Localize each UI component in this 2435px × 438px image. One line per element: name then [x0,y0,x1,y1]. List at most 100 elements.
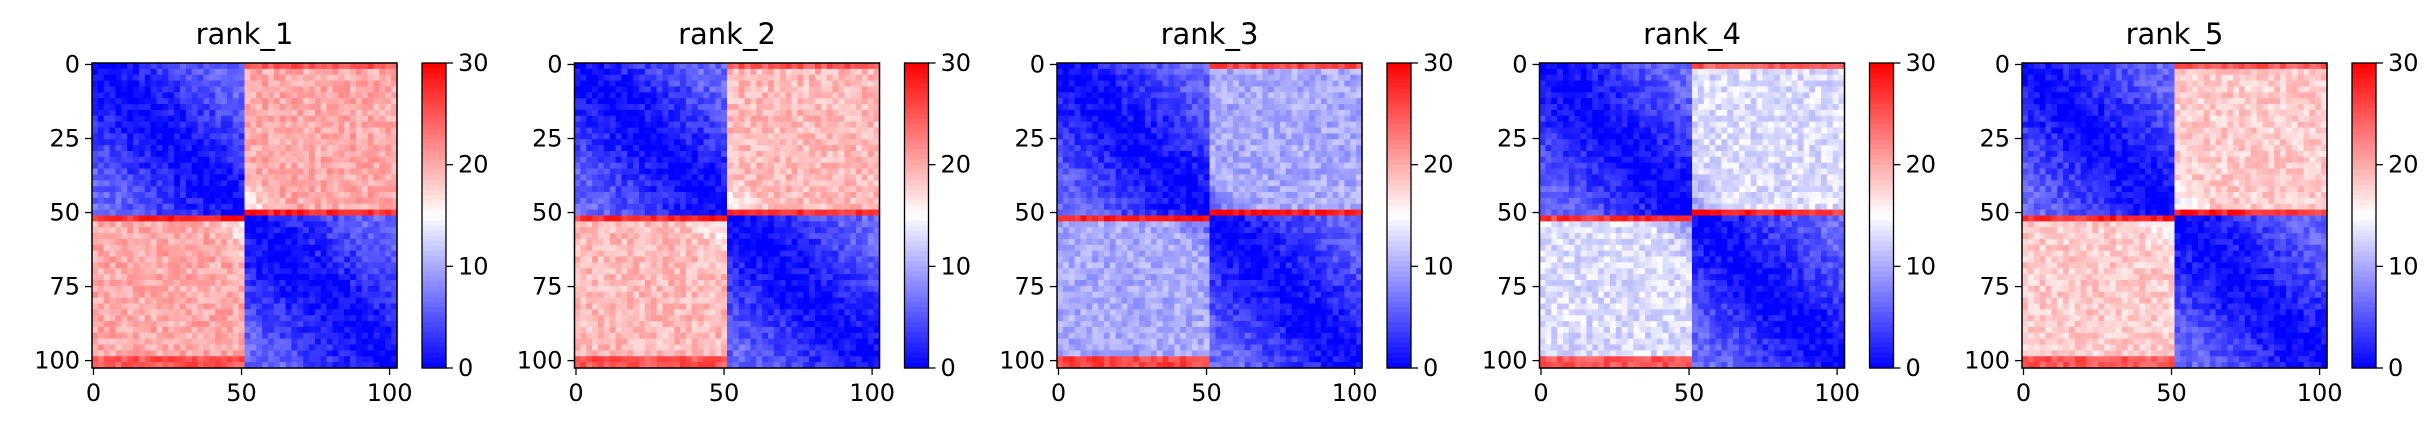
heatmap-cell [156,268,163,275]
heatmap-cell [115,233,122,240]
heatmap-cell [791,104,798,111]
heatmap-cell [209,139,216,146]
heatmap-cell [103,326,111,334]
heatmap-cell [838,274,845,281]
heatmap-cell [820,215,828,222]
heatmap-cell [350,192,357,199]
heatmap-cell [385,121,392,129]
heatmap-cell [385,186,392,193]
heatmap-cell [144,309,152,316]
heatmap-cell [609,98,617,105]
heatmap-cell [367,215,375,222]
heatmap-cell [703,133,711,140]
heatmap-cell [232,127,240,134]
heatmap-cell [650,180,658,187]
heatmap-cell [191,168,199,176]
heatmap-cell [291,74,298,82]
heatmap-cell [721,297,728,305]
heatmap-cell [603,203,611,211]
heatmap-cell [809,162,816,170]
heatmap-cell [697,133,705,140]
heatmap-cell [703,115,711,123]
heatmap-cell [303,180,310,187]
heatmap-cell [744,221,752,228]
heatmap-cell [179,139,187,146]
heatmap-cell [285,356,293,363]
heatmap-cell [873,244,881,252]
heatmap-cell [168,285,175,293]
heatmap-cell [97,127,105,134]
heatmap-cell [309,86,316,93]
heatmap-cell [221,127,228,134]
heatmap-cell [779,156,787,164]
heatmap-cell [592,244,599,252]
heatmap-cell [109,321,117,328]
heatmap-cell [873,274,881,281]
heatmap-cell [262,280,269,287]
heatmap-cell [861,162,869,170]
heatmap-cell [197,221,205,228]
heatmap-cell [314,256,322,264]
heatmap-cell [226,174,234,181]
colorbar-segment [422,251,446,257]
heatmap-cell [92,121,99,129]
heatmap-cell [574,233,581,240]
heatmap-cell [709,215,716,222]
heatmap-cell [574,121,581,129]
heatmap-cell [797,186,804,193]
heatmap-cell [592,262,599,269]
heatmap-cell [350,356,357,363]
heatmap-cell [309,250,316,258]
heatmap-cell [750,221,757,228]
heatmap-cell [656,221,664,228]
heatmap-cell [844,121,851,129]
heatmap-cell [197,197,205,205]
heatmap-cell [355,180,363,187]
heatmap-cell [92,209,99,217]
heatmap-cell [156,121,163,129]
heatmap-cell [586,274,593,281]
heatmap-cell [574,250,581,258]
heatmap-cell [109,250,117,258]
heatmap-cell [762,121,769,129]
heatmap-cell [715,268,722,275]
heatmap-cell [709,63,716,70]
heatmap-cell [168,86,175,93]
heatmap-cell [238,262,246,269]
heatmap-cell [814,250,822,258]
heatmap-cell [332,238,339,246]
heatmap-cell [97,227,105,234]
heatmap-cell [379,268,386,275]
heatmap-cell [850,297,857,305]
heatmap-cell [326,150,334,158]
heatmap-cell [133,80,140,88]
heatmap-cell [586,197,593,205]
heatmap-cell [685,256,693,264]
heatmap-cell [191,192,199,199]
heatmap-cell [267,174,275,181]
heatmap-cell [738,63,746,70]
heatmap-cell [697,98,705,105]
heatmap-cell [709,303,716,310]
heatmap-cell [615,215,623,222]
heatmap-cell [203,145,210,152]
heatmap-cell [826,63,834,70]
heatmap-cell [674,186,681,193]
heatmap-cell [320,186,328,193]
heatmap-cell [232,309,240,316]
y-tick-label: 100 [34,347,80,375]
heatmap-cell [256,109,263,117]
heatmap-cell [291,186,298,193]
heatmap-cell [580,115,587,123]
heatmap-cell [179,280,187,287]
heatmap-cell [174,92,181,99]
heatmap-cell [627,162,634,170]
heatmap-cell [150,139,158,146]
heatmap-cell [597,238,605,246]
heatmap-cell [279,268,287,275]
heatmap-cell [209,309,216,316]
heatmap-cell [133,121,140,129]
heatmap-cell [668,262,675,269]
heatmap-cell [721,174,728,181]
heatmap-cell [656,139,664,146]
